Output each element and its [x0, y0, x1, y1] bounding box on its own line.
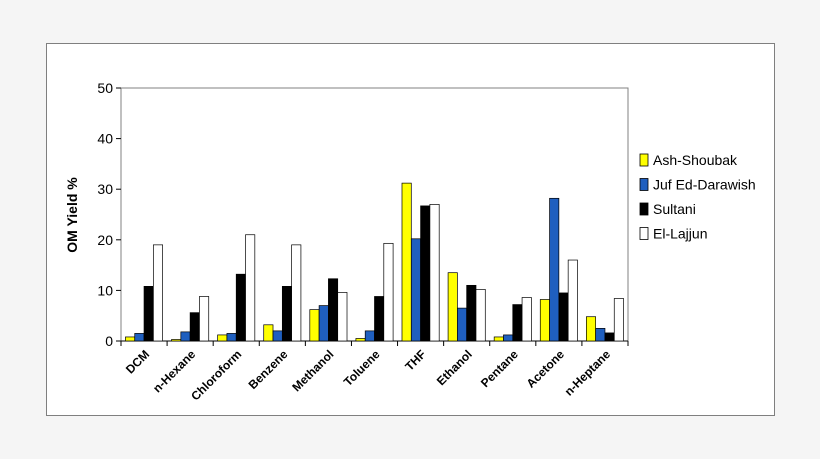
bar [595, 328, 606, 342]
bar [134, 333, 145, 342]
bar [318, 305, 329, 342]
bar [364, 330, 375, 342]
y-tick-label: 20 [97, 232, 113, 248]
bar [549, 197, 560, 342]
bar [475, 289, 486, 342]
bar [503, 334, 514, 342]
bar [171, 339, 182, 342]
bar [309, 309, 320, 342]
y-axis-title: OM Yield % [64, 177, 80, 253]
bar [291, 244, 302, 342]
bar [457, 307, 468, 342]
bar [613, 298, 624, 342]
legend-swatch [639, 178, 649, 191]
bar [447, 272, 458, 342]
legend-label: Sultani [653, 201, 696, 217]
bar [189, 312, 200, 342]
bar [125, 336, 136, 342]
bar [586, 316, 597, 342]
bar [263, 324, 274, 342]
bar [217, 334, 228, 342]
bar [235, 273, 246, 342]
bar [383, 242, 394, 342]
legend: Ash-Shoubak Juf Ed-Darawish Sultani El-Lajj… [639, 152, 756, 242]
bar [143, 286, 154, 342]
bar [245, 234, 256, 342]
bar [466, 284, 477, 342]
bar [328, 278, 339, 342]
bar [337, 292, 348, 342]
bar [355, 338, 366, 342]
y-tick-label: 50 [97, 80, 113, 96]
bars [125, 182, 624, 342]
legend-label: El-Lajjun [653, 226, 707, 242]
legend-swatch [639, 153, 649, 167]
legend-label: Ash-Shoubak [653, 152, 738, 168]
y-tick-label: 10 [97, 282, 113, 298]
y-tick-label: 40 [97, 131, 113, 147]
bar [521, 297, 532, 342]
bar [226, 333, 237, 342]
bar [401, 182, 412, 342]
bar [512, 304, 523, 342]
bar [420, 205, 431, 342]
bar [493, 336, 504, 342]
bar [410, 238, 421, 342]
y-tick-label: 30 [97, 181, 113, 197]
bar [152, 244, 163, 342]
legend-label: Juf Ed-Darawish [653, 177, 756, 193]
bar [539, 299, 550, 342]
bar [374, 296, 385, 342]
bar [558, 292, 569, 342]
legend-swatch [639, 227, 649, 240]
bar [604, 332, 615, 342]
legend-swatch [639, 202, 649, 216]
bar [567, 259, 578, 342]
y-tick-label: 0 [105, 333, 113, 349]
bar [429, 204, 440, 342]
bar [199, 296, 210, 342]
bar [180, 331, 191, 342]
bar [272, 330, 283, 342]
bar [281, 286, 292, 342]
